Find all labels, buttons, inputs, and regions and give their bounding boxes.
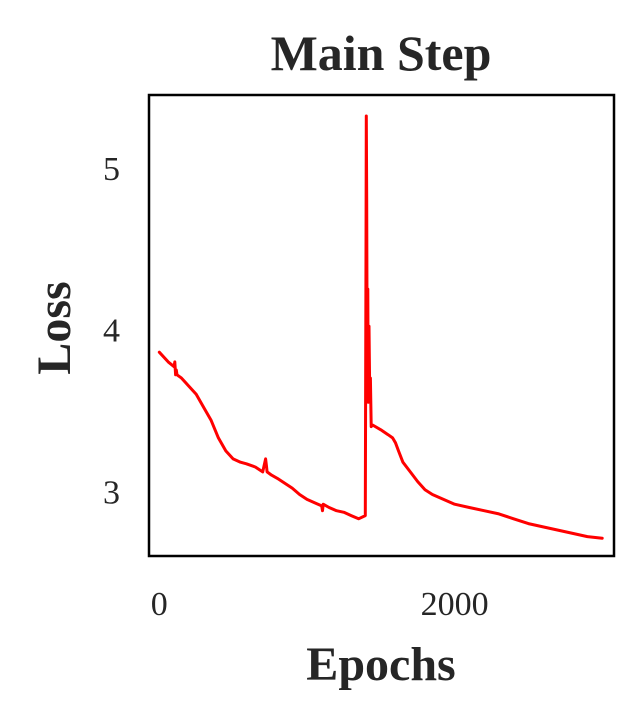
y-tick-label-1: 4: [103, 313, 120, 350]
x-tick-label-0: 0: [151, 586, 168, 623]
y-axis-ticks: 3 4 5: [103, 151, 120, 511]
chart-title: Main Step: [271, 25, 492, 81]
loss-series-line-0: [157, 114, 604, 540]
x-axis-ticks: 0 2000: [151, 586, 489, 623]
x-tick-label-1: 2000: [421, 586, 489, 623]
y-tick-label-2: 5: [103, 151, 120, 188]
x-axis-label: Epochs: [306, 638, 455, 691]
plot-area: [157, 114, 604, 540]
y-tick-label-0: 3: [103, 474, 120, 511]
plot-frame: [147, 93, 616, 558]
y-axis-label: Loss: [28, 281, 81, 374]
